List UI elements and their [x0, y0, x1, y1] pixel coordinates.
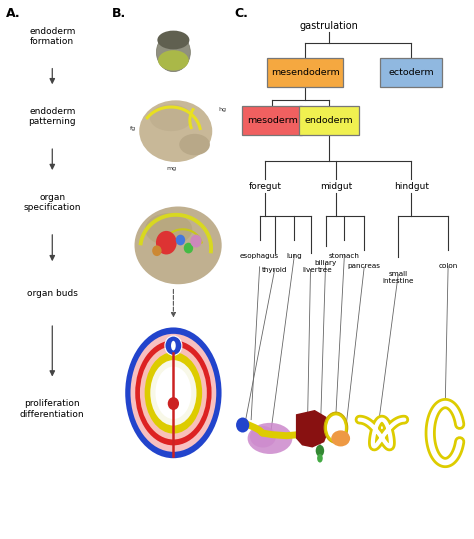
Text: proliferation
differentiation: proliferation differentiation	[20, 399, 84, 419]
FancyBboxPatch shape	[242, 106, 302, 135]
Text: foregut: foregut	[249, 182, 282, 191]
Ellipse shape	[145, 352, 202, 433]
Text: mesendoderm: mesendoderm	[271, 68, 340, 77]
Text: C.: C.	[235, 7, 248, 20]
Ellipse shape	[150, 360, 197, 426]
Text: B.: B.	[112, 7, 127, 20]
Text: endoderm: endoderm	[305, 116, 353, 125]
Circle shape	[191, 234, 201, 247]
Ellipse shape	[135, 340, 211, 445]
Ellipse shape	[126, 328, 220, 457]
Circle shape	[184, 243, 193, 253]
Circle shape	[152, 245, 162, 256]
Text: stomach: stomach	[329, 253, 360, 259]
Ellipse shape	[250, 426, 276, 447]
Ellipse shape	[150, 105, 192, 131]
Ellipse shape	[316, 445, 324, 457]
Ellipse shape	[130, 334, 216, 452]
Text: ectoderm: ectoderm	[389, 68, 434, 77]
Text: biliary
tree: biliary tree	[314, 260, 337, 273]
Text: endoderm
formation: endoderm formation	[29, 26, 75, 46]
Ellipse shape	[158, 50, 189, 71]
Ellipse shape	[140, 346, 207, 439]
Ellipse shape	[135, 206, 222, 284]
Text: midgut: midgut	[320, 182, 352, 191]
Ellipse shape	[145, 213, 192, 245]
Polygon shape	[296, 410, 329, 447]
Text: hg: hg	[218, 107, 226, 112]
Text: lung: lung	[287, 253, 302, 259]
Text: liver: liver	[302, 267, 319, 273]
Ellipse shape	[317, 454, 323, 462]
Circle shape	[168, 397, 179, 410]
Text: thyroid: thyroid	[262, 267, 287, 273]
Ellipse shape	[247, 423, 292, 454]
Text: organ buds: organ buds	[27, 289, 78, 298]
Text: fg: fg	[129, 126, 136, 131]
Text: colon: colon	[438, 263, 458, 269]
Ellipse shape	[155, 367, 191, 419]
Text: endoderm
patterning: endoderm patterning	[28, 107, 76, 126]
FancyBboxPatch shape	[299, 106, 359, 135]
Ellipse shape	[327, 416, 345, 440]
Text: esophagus: esophagus	[240, 253, 279, 259]
Ellipse shape	[331, 430, 350, 446]
FancyBboxPatch shape	[381, 58, 442, 87]
Text: gastrulation: gastrulation	[300, 20, 358, 31]
Circle shape	[156, 231, 177, 254]
Text: A.: A.	[6, 7, 21, 20]
Ellipse shape	[324, 412, 348, 443]
Text: mg: mg	[166, 166, 176, 171]
Circle shape	[165, 336, 182, 355]
Text: small
intestine: small intestine	[383, 271, 414, 284]
Ellipse shape	[179, 134, 210, 155]
Ellipse shape	[171, 341, 176, 350]
Text: hindgut: hindgut	[394, 182, 429, 191]
Ellipse shape	[157, 31, 190, 50]
Circle shape	[236, 418, 249, 432]
Text: mesoderm: mesoderm	[247, 116, 298, 125]
Text: organ
specification: organ specification	[24, 193, 81, 212]
Circle shape	[176, 234, 185, 245]
Ellipse shape	[156, 33, 191, 72]
FancyBboxPatch shape	[267, 58, 343, 87]
Ellipse shape	[139, 100, 212, 162]
Text: pancreas: pancreas	[348, 263, 381, 269]
